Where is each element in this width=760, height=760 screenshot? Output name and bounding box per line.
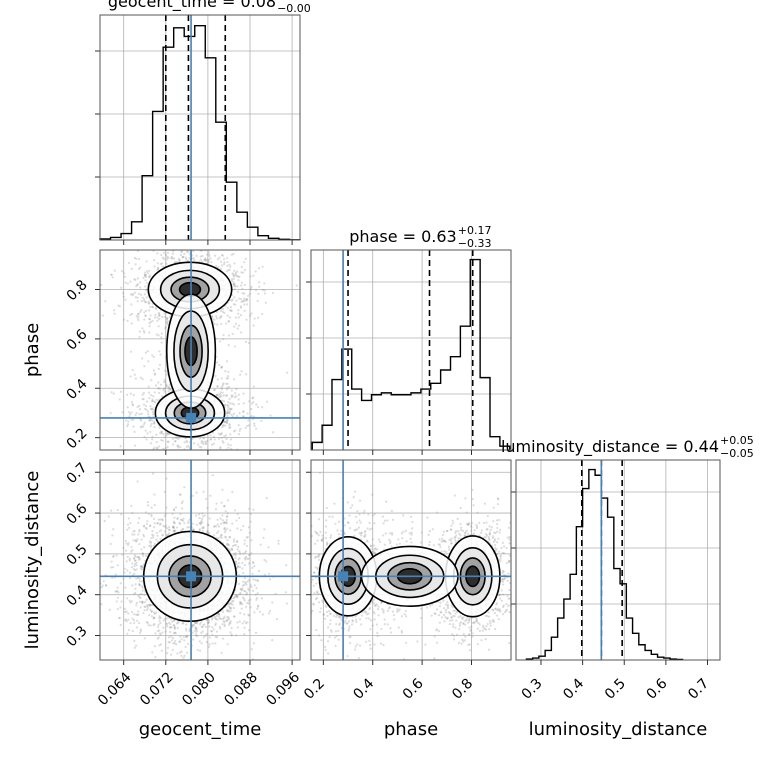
pair-frame: [99, 249, 301, 451]
ytick-label-luminosity_distance: 0.4: [64, 582, 91, 609]
ytick-label-phase: 0.4: [64, 376, 91, 403]
ytick-label-phase: 0.8: [64, 277, 91, 304]
xtick-label-geocent_time: 0.064: [95, 669, 135, 709]
xtick-label-geocent_time: 0.088: [221, 669, 261, 709]
hist-panel-geocent_time: geocent_time = 0.08+0.01−0.00: [95, 0, 311, 245]
pair-panel-geocent_time-phase: 0.2 0.4 0.6 0.8: [64, 249, 301, 455]
truth-marker: [338, 571, 349, 582]
xtick-label-luminosity_distance: 0.3: [519, 676, 546, 703]
yaxis-label-phase: phase: [22, 323, 43, 377]
pair-panel-phase-luminosity_distance: [306, 459, 512, 665]
xaxis-label-luminosity_distance: luminosity_distance: [529, 719, 708, 740]
truth-marker: [186, 412, 197, 423]
xtick-label-luminosity_distance: 0.6: [644, 676, 671, 703]
xtick-label-phase: 0.8: [449, 676, 476, 703]
xaxis-label-geocent_time: geocent_time: [139, 719, 262, 740]
truth-marker: [186, 571, 197, 582]
xtick-label-geocent_time: 0.072: [137, 669, 177, 709]
hist-title-luminosity_distance: luminosity_distance = 0.44: [501, 437, 719, 457]
hist-title-sub-phase: −0.33: [458, 237, 492, 250]
pair-panel-geocent_time-luminosity_distance: 0.3 0.4 0.5 0.6 0.7: [64, 459, 301, 665]
xtick-label-phase: 0.6: [400, 676, 427, 703]
ytick-label-phase: 0.2: [64, 425, 91, 452]
xtick-label-phase: 0.4: [350, 676, 377, 703]
hist-title-geocent_time: geocent_time = 0.08: [108, 0, 276, 12]
xtick-label-luminosity_distance: 0.4: [560, 676, 587, 703]
hist-title-sup-geocent_time: +0.01: [277, 0, 311, 2]
yaxis-label-luminosity_distance: luminosity_distance: [22, 471, 43, 650]
xtick-label-phase: 0.2: [301, 676, 328, 703]
hist-title-phase: phase = 0.63: [349, 227, 456, 246]
ytick-label-phase: 0.6: [64, 326, 91, 353]
xaxis-label-phase: phase: [384, 719, 438, 740]
hist-frame-luminosity_distance: [515, 459, 721, 661]
xtick-label-luminosity_distance: 0.7: [685, 676, 712, 703]
xtick-label-luminosity_distance: 0.5: [602, 676, 629, 703]
hist-title-sub-luminosity_distance: −0.05: [720, 447, 754, 460]
ytick-label-luminosity_distance: 0.7: [64, 460, 91, 487]
ytick-label-luminosity_distance: 0.6: [64, 501, 91, 528]
xtick-label-geocent_time: 0.096: [263, 669, 303, 709]
hist-title-sub-geocent_time: −0.00: [277, 2, 311, 15]
ytick-label-luminosity_distance: 0.3: [64, 623, 91, 650]
hist-frame-geocent_time: [99, 14, 301, 241]
xtick-label-geocent_time: 0.080: [179, 669, 219, 709]
hist-title-sup-luminosity_distance: +0.05: [720, 434, 754, 447]
histogram-phase: [311, 258, 511, 450]
hist-title-sup-phase: +0.17: [458, 224, 492, 237]
pair-frame: [99, 459, 301, 661]
hist-frame-phase: [310, 249, 512, 451]
histogram-geocent_time: [99, 25, 301, 241]
hist-panel-phase: phase = 0.63 +0.17−0.33: [306, 224, 512, 455]
histogram-luminosity_distance: [525, 468, 684, 661]
ytick-label-luminosity_distance: 0.5: [64, 542, 91, 569]
hist-panel-luminosity_distance: luminosity_distance = 0.44 +0.05−0.05: [501, 434, 754, 665]
pair-frame: [310, 459, 512, 661]
